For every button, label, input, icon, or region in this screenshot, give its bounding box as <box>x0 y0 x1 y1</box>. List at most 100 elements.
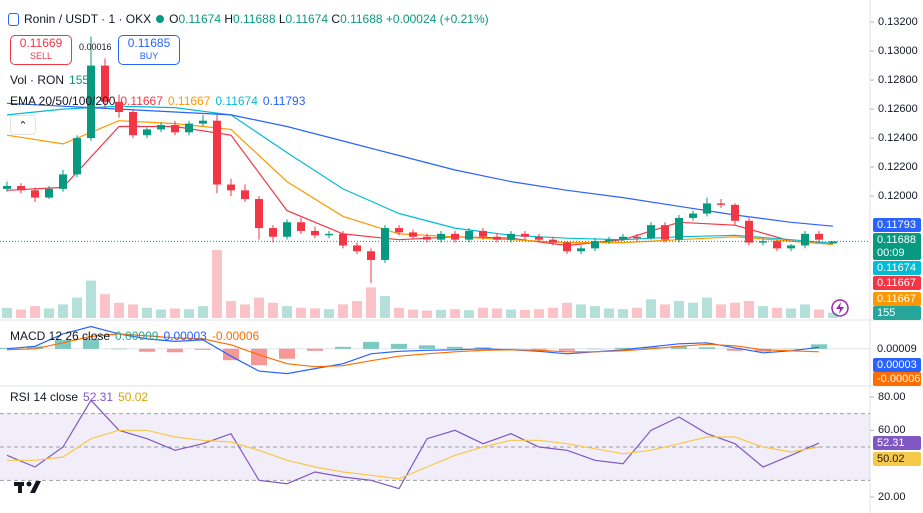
volume-bar <box>170 308 180 318</box>
candle-body <box>745 220 753 243</box>
o-value: 0.11674 <box>178 12 222 26</box>
candle-body <box>507 233 515 240</box>
volume-bar <box>100 294 110 318</box>
candle-body <box>577 248 585 252</box>
ema-value: 0.11667 <box>120 94 163 108</box>
rsi-line <box>6 399 820 490</box>
ema-value: 0.11793 <box>262 94 306 108</box>
volume-bar <box>548 307 558 318</box>
candle-body <box>773 241 781 249</box>
candle-body <box>3 185 11 189</box>
volume-bar <box>562 302 572 318</box>
volume-bar <box>142 307 152 318</box>
candle-body <box>717 203 725 205</box>
volume-bar <box>436 309 446 318</box>
volume-bar <box>632 307 642 318</box>
volume-bar <box>72 297 82 318</box>
signal-badge-bg <box>873 372 921 386</box>
candle-body <box>675 217 683 240</box>
macd-hist-value: 0.00009 <box>115 329 159 343</box>
y-tick-label: 0.12400 <box>878 132 918 144</box>
volume-bar <box>422 310 432 318</box>
macd-hist-bar <box>363 341 379 349</box>
macd-legend: MACD 12 26 close 0.00009 0.00003 -0.0000… <box>10 329 259 343</box>
volume-bar <box>576 304 586 318</box>
macd-hist-bar <box>783 348 799 350</box>
candle-body <box>563 242 571 252</box>
candle-body <box>171 125 179 133</box>
candle-body <box>451 233 459 240</box>
volume-bar <box>450 309 460 318</box>
volume-bar <box>310 308 320 318</box>
ema-value: 0.11674 <box>215 94 258 108</box>
sell-button[interactable]: 0.11669 SELL <box>10 35 72 65</box>
volume-value: 155 <box>69 73 90 87</box>
macd-hist-bar <box>531 348 547 350</box>
macd-hist-bar <box>727 348 743 351</box>
candle-body <box>73 138 81 175</box>
macd-hist-bar <box>55 339 71 349</box>
alert-icon[interactable] <box>831 299 849 317</box>
y-tick-label: 0.13000 <box>878 45 918 57</box>
collapse-button[interactable]: ⌃ <box>10 115 36 135</box>
volume-bar <box>226 301 236 318</box>
candle-body <box>437 233 445 240</box>
candle-body <box>689 213 697 218</box>
volume-badge-bg <box>873 306 921 320</box>
volume-bar <box>352 301 362 318</box>
y-tick-label: 80.00 <box>878 391 906 403</box>
macd-hist-bar <box>811 344 827 349</box>
candle-body <box>157 125 165 130</box>
ema200-badge-bg <box>873 218 921 232</box>
macd-hist-bar <box>83 338 99 349</box>
volume-bar <box>268 302 278 318</box>
volume-bar <box>408 309 418 318</box>
candle-body <box>31 190 39 198</box>
candle-body <box>479 230 487 237</box>
volume-bar <box>674 301 684 318</box>
volume-bar <box>282 306 292 318</box>
symbol-icon <box>8 12 19 26</box>
candle-body <box>297 222 305 231</box>
candle-body <box>801 233 809 246</box>
sell-price: 0.11669 <box>19 36 63 50</box>
buy-button[interactable]: 0.11685 BUY <box>118 35 180 65</box>
macd-hist-bar <box>643 346 659 349</box>
candle-body <box>703 203 711 214</box>
buy-price: 0.11685 <box>127 36 171 50</box>
candle-body <box>255 199 263 229</box>
candle-body <box>605 239 613 242</box>
ema50-badge: 0.11667 <box>877 293 916 305</box>
volume-bar <box>380 295 390 318</box>
price-badge-bg <box>873 233 921 260</box>
volume-bar <box>716 304 726 318</box>
volume-bar <box>30 306 40 318</box>
volume-bar <box>338 304 348 318</box>
o-label: O <box>169 12 179 26</box>
volume-bar <box>660 304 670 318</box>
volume-bar <box>2 307 12 318</box>
volume-bar <box>254 297 264 318</box>
y-tick-label: 0.12800 <box>878 74 918 86</box>
macd-hist-bar <box>391 343 407 349</box>
rsi-title: RSI 14 close <box>10 390 79 404</box>
macd-hist-bar <box>335 346 351 349</box>
volume-bar <box>800 304 810 318</box>
spread: 0.00016 <box>79 42 112 52</box>
volume-bar <box>184 309 194 318</box>
symbol: Ronin / USDT · 1 · OKX <box>24 12 152 26</box>
price-badge: 0.11688 <box>877 234 916 246</box>
candle-body <box>269 228 277 237</box>
ema20-badge: 0.11667 <box>877 277 916 289</box>
volume-bar <box>688 302 698 318</box>
macd-title: MACD 12 26 close <box>10 329 111 343</box>
volume-legend: Vol · RON 155 <box>10 73 89 87</box>
y-tick-label: 20.00 <box>878 491 906 503</box>
candle-body <box>143 129 151 136</box>
candle-body <box>325 233 333 236</box>
ohlc: O 0.11674 H 0.11688 L 0.11674 C 0.11688 +0.0… <box>169 12 489 26</box>
macd-hist-bar <box>167 348 183 353</box>
ema50-badge-bg <box>873 292 921 306</box>
